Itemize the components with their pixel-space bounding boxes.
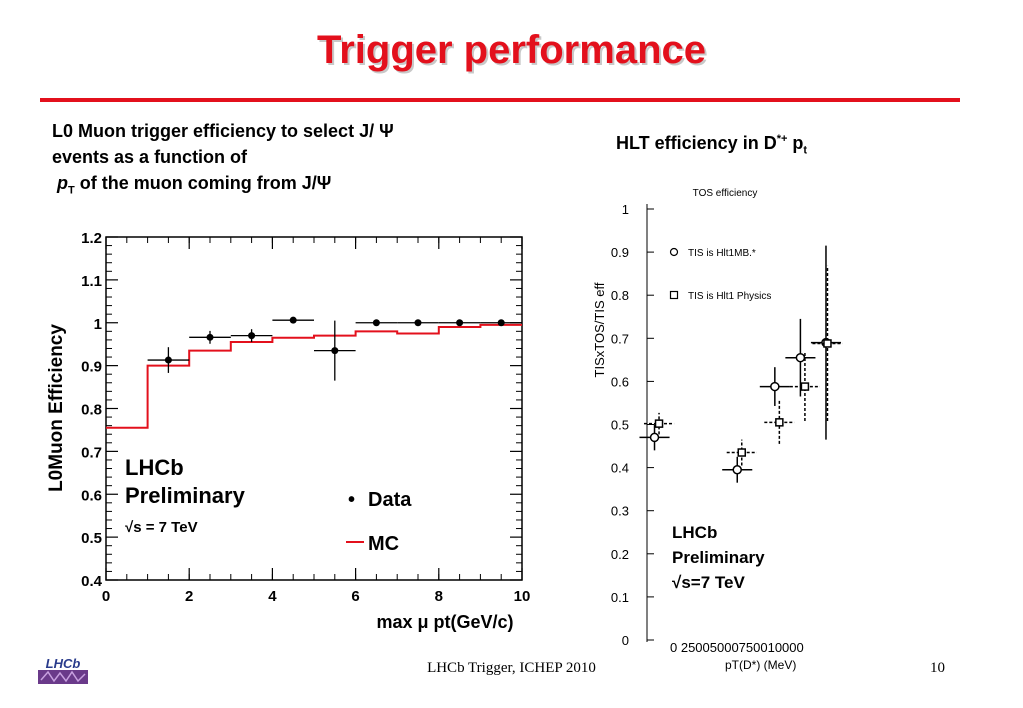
lhcb-label: LHCb xyxy=(672,523,717,542)
y-tick-label: 0.4 xyxy=(611,461,629,476)
hlt1mb-point xyxy=(722,456,753,483)
hlt1mb-point xyxy=(785,318,816,397)
data-point xyxy=(230,329,273,343)
l0muon-efficiency-chart: 0.4 0.5 0.6 0.7 0.8 0.9 1 1.1 1.2 0 2 4 6 8 10 L0Muon … xyxy=(46,230,531,632)
page-number: 10 xyxy=(930,660,945,676)
y-tick-label: 1.2 xyxy=(81,230,102,247)
legend-data-label: Data xyxy=(368,489,412,511)
y-tick-label: 0.7 xyxy=(611,331,629,346)
preliminary-label: Preliminary xyxy=(125,483,246,508)
hlt1physics-point xyxy=(764,400,795,444)
data-point xyxy=(189,330,231,344)
y-axis-label: L0Muon Efficiency xyxy=(46,324,67,492)
pt-symbol: p xyxy=(57,173,69,193)
y-tick-label: 0 xyxy=(622,633,629,648)
left-caption-line2: events as a function of xyxy=(52,147,248,167)
right-caption-sub: t xyxy=(803,144,808,157)
hlt1physics-point xyxy=(812,265,843,422)
hlt1physics-point xyxy=(643,412,675,435)
x-tick-label: 8 xyxy=(435,588,443,605)
y-axis-label: TISxTOS/TIS eff xyxy=(592,282,607,377)
x-tick-label: 0 xyxy=(102,588,110,605)
lhcb-logo: LHCb xyxy=(38,654,88,684)
y-tick-label: 0.8 xyxy=(81,402,102,419)
lhcb-label: LHCb xyxy=(125,455,184,480)
preliminary-label: Preliminary xyxy=(672,548,765,567)
y-tick-label: 0.3 xyxy=(611,504,629,519)
data-point xyxy=(438,319,481,327)
y-tick-label: 0.2 xyxy=(611,547,629,562)
slide-title: Trigger performance xyxy=(316,28,706,72)
y-tick-label: 0.9 xyxy=(81,359,102,376)
left-caption: L0 Muon trigger efficiency to select J/ … xyxy=(52,118,394,204)
hlt1mb-point xyxy=(759,367,790,406)
y-tick-label: 1 xyxy=(94,316,102,333)
tos-efficiency-chart: TOS efficiency 0 0.1 0.2 0.3 0.4 0.5 0.6 0.7 0.8… xyxy=(592,188,843,672)
right-caption-main: HLT efficiency in D xyxy=(616,133,777,153)
mc-histogram-line xyxy=(106,323,522,429)
y-tick-label: 0.5 xyxy=(81,530,102,547)
x-tick-label: 6 xyxy=(351,588,359,605)
y-tick-label: 0.6 xyxy=(611,374,629,389)
right-caption-sup: *+ xyxy=(776,133,788,145)
x-axis-label: max μ pt(GeV/c) xyxy=(376,612,513,632)
data-point xyxy=(272,316,314,324)
legend-square-marker xyxy=(669,290,679,300)
left-caption-line1: L0 Muon trigger efficiency to select J/ … xyxy=(52,121,394,141)
y-tick-label: 0.6 xyxy=(81,487,102,504)
data-point xyxy=(355,319,398,327)
right-caption: HLT efficiency in D*+ pt xyxy=(616,133,807,157)
legend-data-marker: • xyxy=(348,489,355,511)
footer-text: LHCb Trigger, ICHEP 2010 xyxy=(427,660,596,676)
x-tick-label: 4 xyxy=(268,588,277,605)
lhcb-logo-icon: LHCb xyxy=(38,654,88,684)
x-tick-label: 10 xyxy=(514,588,531,605)
data-point xyxy=(480,319,522,327)
y-tick-label: 0.4 xyxy=(81,573,103,590)
right-caption-after: p xyxy=(787,133,804,153)
legend-hlt1physics-label: TIS is Hlt1 Physics xyxy=(688,291,771,302)
y-tick-label: 0.1 xyxy=(611,590,629,605)
left-caption-line3-rest: of the muon coming from J/Ψ xyxy=(74,173,332,193)
hlt1physics-point xyxy=(726,439,757,466)
data-point xyxy=(397,319,439,327)
legend-circle-marker xyxy=(669,247,679,257)
data-point xyxy=(314,320,356,381)
legend-mc-label: MC xyxy=(368,533,399,555)
y-tick-label: 0.8 xyxy=(611,288,629,303)
energy-label: √s = 7 TeV xyxy=(125,519,198,536)
y-tick-label: 0.5 xyxy=(611,418,629,433)
chart-title: TOS efficiency xyxy=(693,188,758,199)
x-axis-label: pT(D*) (MeV) xyxy=(725,658,796,672)
y-tick-label: 1.1 xyxy=(81,273,102,290)
y-tick-label: 1 xyxy=(622,202,629,217)
title-divider xyxy=(40,98,960,102)
logo-text: LHCb xyxy=(46,656,81,671)
hlt1mb-point xyxy=(639,424,670,451)
y-tick-label: 0.9 xyxy=(611,245,629,260)
x-tick-label: 2 xyxy=(185,588,193,605)
x-tick-labels: 0 25005000750010000 xyxy=(670,640,804,655)
data-point xyxy=(147,347,190,373)
left-caption-line3: pT of the muon coming from J/Ψ xyxy=(52,170,394,204)
legend-hlt1mb-label: TIS is Hlt1MB.* xyxy=(688,248,756,259)
hlt1physics-point xyxy=(789,352,820,422)
energy-label: √s=7 TeV xyxy=(672,573,745,592)
y-tick-label: 0.7 xyxy=(81,444,102,461)
pt-subscript: T xyxy=(68,184,75,197)
